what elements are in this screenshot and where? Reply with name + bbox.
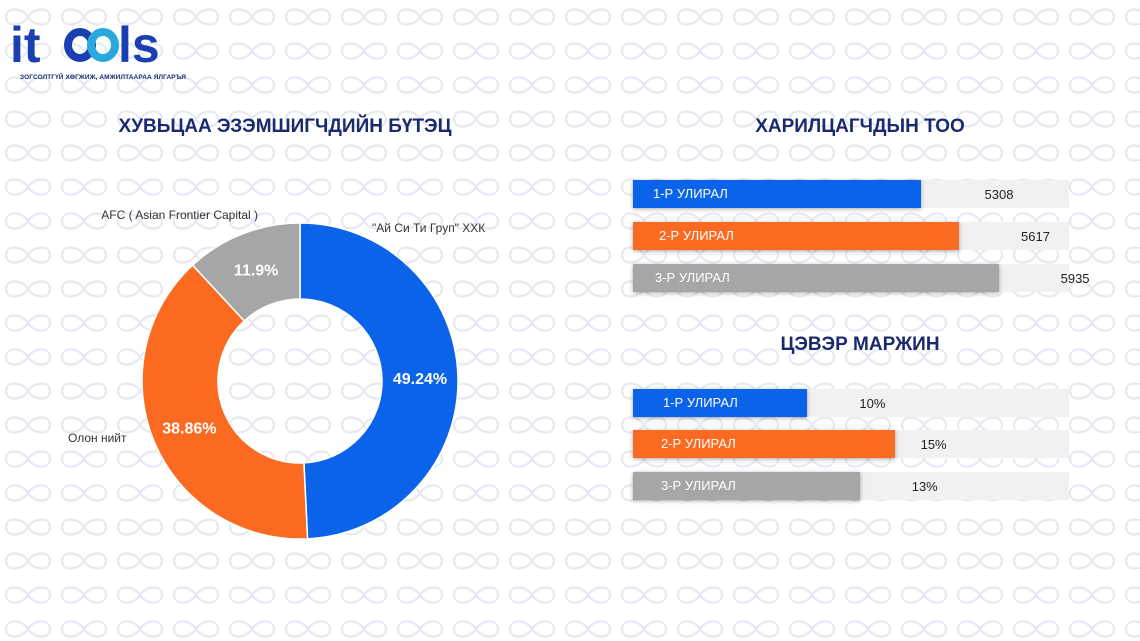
bar-value-label: 5935 [1060, 271, 1090, 286]
logo-tagline: ЗОГСОЛТГҮЙ ХӨГЖИЖ, АМЖИЛТААРАА ЯЛГАРЪЯ [20, 74, 187, 81]
bar-category-label: 2-Р УЛИРАЛ [659, 228, 734, 243]
net-margin-bar-chart: 1-Р УЛИРАЛ 10% 2-Р УЛИРАЛ 15% 3-Р УЛИРАЛ 13% [633, 389, 1073, 501]
bar-row: 3-Р УЛИРАЛ 5935 [633, 264, 1090, 292]
clients-count-bar-chart: 1-Р УЛИРАЛ 5308 2-Р УЛИРАЛ 5617 3-Р УЛИРАЛ 59… [633, 180, 1090, 292]
bar [633, 264, 999, 292]
donut-value-label: 49.24% [393, 371, 447, 388]
donut-slice [141, 264, 309, 540]
bar-category-label: 1-Р УЛИРАЛ [653, 186, 728, 201]
bar [633, 472, 860, 500]
itools-logo: it ls ЗОГСОЛТГҮЙ ХӨГЖИЖ, АМЖИЛТААРАА ЯЛГ… [8, 10, 186, 81]
logo-mark: it ls [10, 17, 160, 73]
logo-text-ls: ls [118, 17, 160, 70]
bar-row: 3-Р УЛИРАЛ 13% [633, 472, 1069, 500]
bar-row: 2-Р УЛИРАЛ 15% [633, 430, 1069, 458]
clients-count-title: ХАРИЛЦАГЧДЫН ТОО [755, 116, 965, 137]
bar-row: 1-Р УЛИРАЛ 5308 [633, 180, 1069, 208]
donut-slice [191, 222, 301, 322]
donut-category-label: Олон нийт [68, 431, 127, 445]
bar [633, 180, 921, 208]
bar-row: 1-Р УЛИРАЛ 10% [633, 389, 1069, 417]
donut-category-label: "Ай Си Ти Груп" ХХК [372, 221, 485, 235]
bar-category-label: 3-Р УЛИРАЛ [661, 478, 736, 493]
bar-value-label: 5308 [984, 187, 1014, 202]
shareholder-donut-chart: 49.24% "Ай Си Ти Груп" ХХК 38.86% Олон нийт… [68, 208, 485, 540]
bar [633, 430, 895, 458]
net-margin-title: ЦЭВЭР МАРЖИН [780, 334, 940, 355]
donut-value-label: 38.86% [162, 420, 216, 437]
donut-slice [299, 222, 459, 540]
shareholder-structure-title: ХУВЬЦАА ЭЗЭМШИГЧДИЙН БҮТЭЦ [118, 116, 452, 137]
bar-category-label: 2-Р УЛИРАЛ [661, 436, 736, 451]
bar [633, 222, 959, 250]
logo-text-it: it [10, 17, 41, 70]
logo-infinity-icon [64, 28, 119, 62]
bar-value-label: 10% [859, 396, 886, 411]
bar-value-label: 15% [920, 437, 947, 452]
bar-row: 2-Р УЛИРАЛ 5617 [633, 222, 1069, 250]
bar-category-label: 3-Р УЛИРАЛ [655, 270, 730, 285]
donut-value-label: 11.9% [234, 262, 278, 279]
bar [633, 389, 808, 417]
bar-value-label: 13% [911, 479, 938, 494]
donut-category-label: AFC ( Asian Frontier Capital ) [101, 208, 258, 222]
bar-category-label: 1-Р УЛИРАЛ [663, 395, 738, 410]
bar-value-label: 5617 [1021, 229, 1050, 244]
